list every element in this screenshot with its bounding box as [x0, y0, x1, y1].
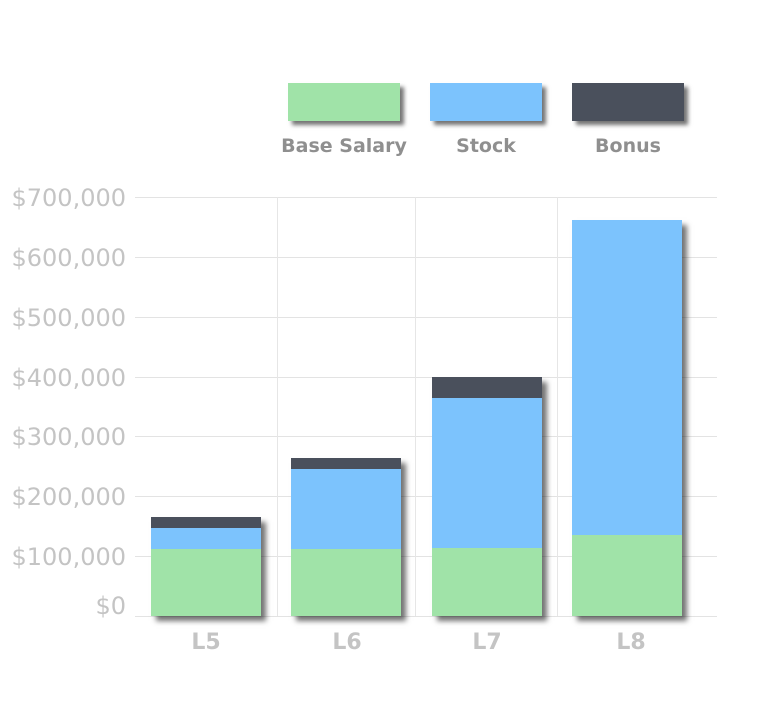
gridline-300k [135, 436, 717, 437]
vgridline-2 [415, 197, 416, 616]
gridline-400k [135, 377, 717, 378]
gridline-100k [135, 556, 717, 557]
legend-label-base-salary: Base Salary [281, 135, 407, 157]
segment-stock [291, 469, 401, 549]
segment-bonus [432, 377, 542, 398]
bar-l8[interactable] [572, 220, 682, 616]
legend-swatch-bonus [572, 83, 684, 121]
x-tick-l6: L6 [332, 630, 362, 655]
y-tick: $0 [95, 592, 126, 620]
segment-bonus [151, 517, 261, 528]
legend-label-stock: Stock [456, 135, 516, 157]
y-tick: $200,000 [11, 483, 126, 511]
x-tick-l7: L7 [472, 630, 502, 655]
x-tick-l8: L8 [616, 630, 646, 655]
y-tick: $600,000 [11, 244, 126, 272]
gridline-700k [135, 197, 717, 198]
gridline-0 [135, 616, 717, 617]
gridline-200k [135, 496, 717, 497]
y-tick: $500,000 [11, 304, 126, 332]
y-tick: $400,000 [11, 364, 126, 392]
segment-stock [151, 528, 261, 549]
legend-swatch-stock [430, 83, 542, 121]
segment-stock [432, 398, 542, 548]
segment-base-salary [432, 548, 542, 616]
vgridline-1 [277, 197, 278, 616]
segment-stock [572, 220, 682, 535]
x-tick-l5: L5 [191, 630, 221, 655]
segment-base-salary [572, 535, 682, 616]
legend-label-bonus: Bonus [595, 135, 661, 157]
y-tick: $300,000 [11, 423, 126, 451]
bar-l5[interactable] [151, 517, 261, 616]
y-tick: $700,000 [11, 184, 126, 212]
y-tick: $100,000 [11, 543, 126, 571]
bar-l6[interactable] [291, 458, 401, 616]
bar-l7[interactable] [432, 377, 542, 616]
vgridline-3 [557, 197, 558, 616]
segment-bonus [291, 458, 401, 469]
gridline-600k [135, 257, 717, 258]
gridline-500k [135, 317, 717, 318]
segment-base-salary [151, 549, 261, 616]
legend-swatch-base-salary [288, 83, 400, 121]
segment-base-salary [291, 549, 401, 616]
